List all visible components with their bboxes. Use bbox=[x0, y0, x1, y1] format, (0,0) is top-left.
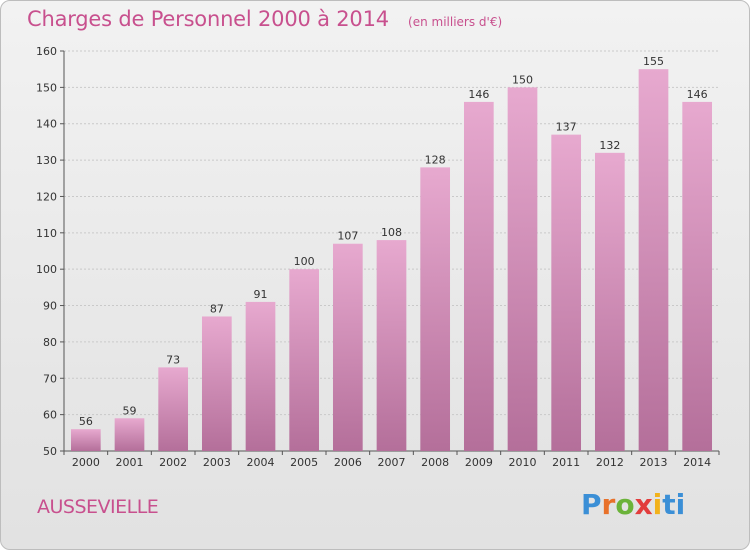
data-label: 87 bbox=[210, 302, 224, 315]
data-label: 107 bbox=[337, 230, 358, 243]
logo-letter: ti bbox=[662, 488, 686, 521]
logo-letter: i bbox=[652, 488, 663, 521]
bar bbox=[551, 134, 582, 452]
bar bbox=[376, 240, 407, 451]
x-tick-label: 2004 bbox=[247, 456, 275, 469]
data-label: 150 bbox=[512, 73, 533, 86]
bar bbox=[638, 69, 669, 451]
x-tick-label: 2008 bbox=[421, 456, 449, 469]
bar bbox=[245, 301, 276, 451]
data-label: 155 bbox=[643, 55, 664, 68]
x-tick-label: 2012 bbox=[596, 456, 624, 469]
data-label: 73 bbox=[166, 353, 180, 366]
bar bbox=[158, 367, 189, 451]
data-label: 132 bbox=[599, 139, 620, 152]
bar bbox=[70, 429, 101, 451]
logo-letter: P bbox=[581, 488, 602, 521]
x-tick-label: 2014 bbox=[683, 456, 711, 469]
proxiti-logo: Proxiti bbox=[581, 488, 685, 521]
axes: 50 60 70 80 90 100 110 120 130 140 150 160 2000 2001 2… bbox=[36, 45, 720, 469]
data-label: 137 bbox=[556, 121, 577, 134]
bar bbox=[289, 269, 320, 451]
x-tick-label: 2000 bbox=[72, 456, 100, 469]
place-name: AUSSEVIELLE bbox=[37, 496, 159, 518]
title-row: Charges de Personnel 2000 à 2014 (en mil… bbox=[27, 7, 502, 31]
data-label: 59 bbox=[123, 404, 137, 417]
x-tick-label: 2005 bbox=[290, 456, 318, 469]
bar bbox=[201, 316, 232, 451]
y-tick-label: 140 bbox=[36, 118, 57, 131]
y-tick-label: 120 bbox=[36, 190, 57, 203]
logo-letter: x bbox=[634, 488, 653, 521]
x-tick-label: 2013 bbox=[640, 456, 668, 469]
data-label: 56 bbox=[79, 415, 93, 428]
bar bbox=[507, 87, 538, 451]
y-tick-label: 160 bbox=[36, 45, 57, 58]
x-tick-label: 2009 bbox=[465, 456, 493, 469]
x-tick-label: 2001 bbox=[116, 456, 144, 469]
x-tick-label: 2011 bbox=[552, 456, 580, 469]
logo-letter: r bbox=[601, 488, 616, 521]
bar bbox=[463, 101, 494, 451]
x-tick-label: 2010 bbox=[509, 456, 537, 469]
bar bbox=[114, 418, 145, 451]
data-label: 100 bbox=[294, 255, 315, 268]
chart-title: Charges de Personnel 2000 à 2014 bbox=[27, 7, 389, 31]
data-label: 91 bbox=[254, 288, 268, 301]
data-label: 108 bbox=[381, 226, 402, 239]
x-tick-label: 2003 bbox=[203, 456, 231, 469]
data-label: 146 bbox=[468, 88, 489, 101]
y-tick-label: 50 bbox=[43, 445, 57, 458]
bar bbox=[682, 101, 713, 451]
bar bbox=[420, 167, 451, 451]
data-label: 146 bbox=[687, 88, 708, 101]
y-tick-label: 130 bbox=[36, 154, 57, 167]
x-tick-label: 2007 bbox=[378, 456, 406, 469]
y-tick-label: 90 bbox=[43, 300, 57, 313]
x-tick-label: 2002 bbox=[159, 456, 187, 469]
chart-subtitle: (en milliers d'€) bbox=[408, 15, 503, 29]
y-tick-label: 60 bbox=[43, 409, 57, 422]
logo-letter: o bbox=[615, 488, 635, 521]
y-tick-label: 80 bbox=[43, 336, 57, 349]
y-tick-label: 100 bbox=[36, 263, 57, 276]
y-tick-label: 110 bbox=[36, 227, 57, 240]
bars bbox=[70, 69, 713, 452]
y-tick-label: 70 bbox=[43, 372, 57, 385]
x-tick-label: 2006 bbox=[334, 456, 362, 469]
bar bbox=[332, 243, 363, 451]
y-tick-label: 150 bbox=[36, 81, 57, 94]
data-labels: 56 59 73 87 91 100 107 108 128 146 150 137 132 155 146 bbox=[79, 55, 708, 428]
bar bbox=[594, 152, 625, 451]
data-label: 128 bbox=[425, 153, 446, 166]
